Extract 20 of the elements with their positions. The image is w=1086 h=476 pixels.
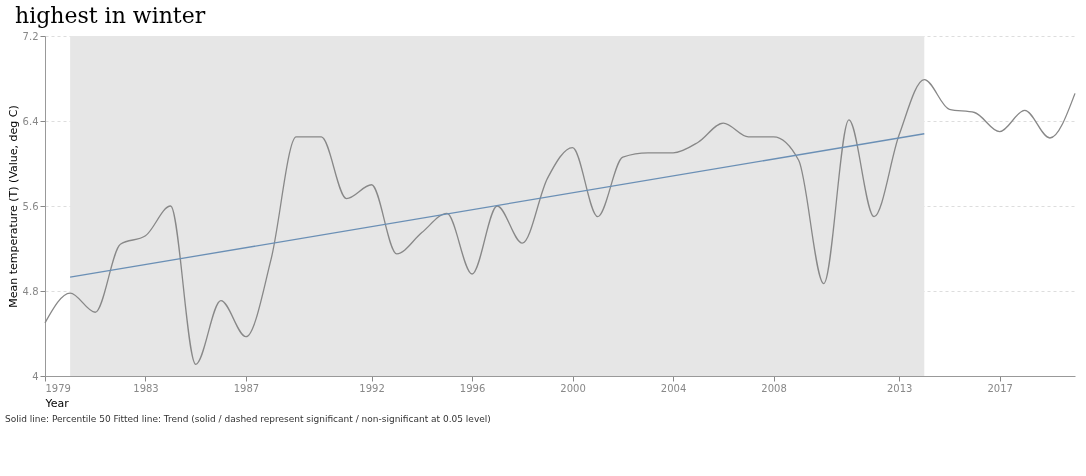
x-tick-label: 1996 [459,382,486,394]
x-tick-label: 1979 [45,382,71,394]
x-tick-label: 1992 [359,382,385,394]
x-tick-label: 2013 [886,382,913,394]
y-tick-label: 4 [32,370,39,382]
x-tick-label: 2004 [660,382,687,394]
y-tick-label: 4.8 [22,285,39,297]
line-series [44,78,1076,365]
x-tick-label: 2017 [987,382,1013,394]
x-tick-label: 2000 [560,382,586,394]
text: highest in winter [15,3,206,28]
y-axis-title: Mean temperature (T) (Value, deg C) [6,105,20,308]
y-tick-label: 6.4 [22,115,39,127]
y-tick-label: 7.2 [22,30,39,42]
x-tick-label: 1987 [233,382,260,394]
y-tick-label: 5.6 [22,200,39,212]
x-tick-label: 2008 [761,382,787,394]
text: Solid line: Percentile 50 Fitted line: Trend (solid / dashed represent significant / non-significant at 0.05 level) [5,414,491,424]
x-tick-label: 1983 [133,382,159,394]
x-axis-title: Year [44,396,70,410]
